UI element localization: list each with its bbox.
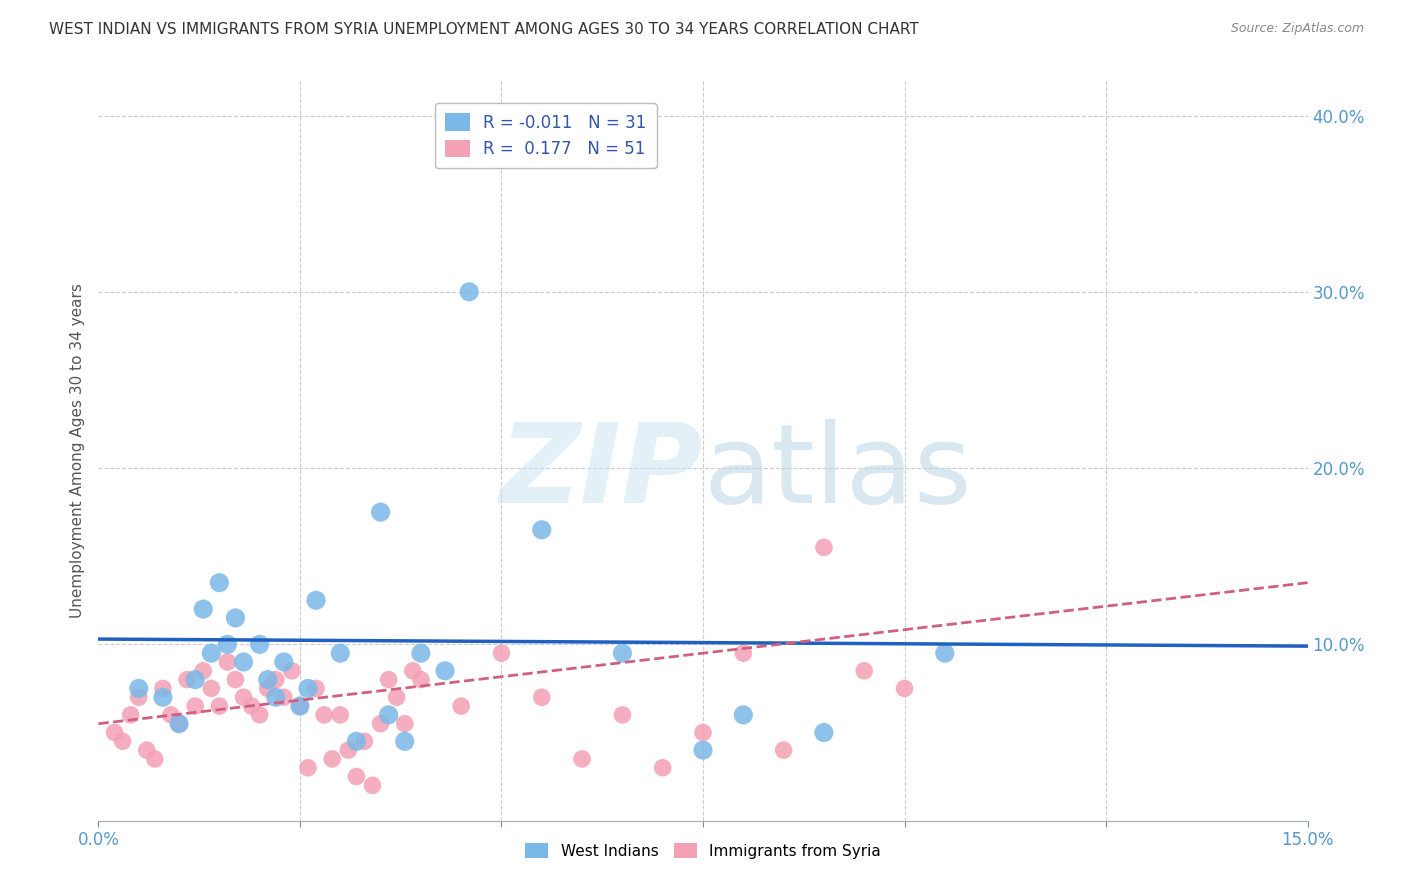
Point bbox=[361, 778, 384, 792]
Point bbox=[305, 593, 328, 607]
Point bbox=[184, 673, 207, 687]
Point bbox=[176, 673, 198, 687]
Point bbox=[128, 681, 150, 696]
Point bbox=[224, 673, 246, 687]
Point bbox=[240, 699, 263, 714]
Point bbox=[394, 716, 416, 731]
Point bbox=[337, 743, 360, 757]
Point bbox=[273, 690, 295, 705]
Text: WEST INDIAN VS IMMIGRANTS FROM SYRIA UNEMPLOYMENT AMONG AGES 30 TO 34 YEARS CORR: WEST INDIAN VS IMMIGRANTS FROM SYRIA UNE… bbox=[49, 22, 920, 37]
Point bbox=[208, 575, 231, 590]
Point bbox=[208, 699, 231, 714]
Y-axis label: Unemployment Among Ages 30 to 34 years: Unemployment Among Ages 30 to 34 years bbox=[69, 283, 84, 618]
Point bbox=[491, 646, 513, 660]
Point bbox=[853, 664, 876, 678]
Point bbox=[167, 716, 190, 731]
Point bbox=[143, 752, 166, 766]
Point bbox=[394, 734, 416, 748]
Point bbox=[772, 743, 794, 757]
Text: ZIP: ZIP bbox=[499, 419, 703, 526]
Point bbox=[612, 707, 634, 722]
Point bbox=[273, 655, 295, 669]
Point bbox=[692, 743, 714, 757]
Point bbox=[813, 541, 835, 555]
Point bbox=[409, 646, 432, 660]
Point bbox=[458, 285, 481, 299]
Point bbox=[135, 743, 157, 757]
Point bbox=[530, 523, 553, 537]
Point bbox=[571, 752, 593, 766]
Point bbox=[402, 664, 425, 678]
Point bbox=[733, 646, 755, 660]
Point bbox=[167, 716, 190, 731]
Point bbox=[377, 707, 399, 722]
Point bbox=[120, 707, 142, 722]
Point bbox=[450, 699, 472, 714]
Point bbox=[264, 690, 287, 705]
Point bbox=[651, 761, 673, 775]
Point bbox=[200, 646, 222, 660]
Point bbox=[297, 761, 319, 775]
Point bbox=[288, 699, 311, 714]
Point bbox=[612, 646, 634, 660]
Text: atlas: atlas bbox=[703, 419, 972, 526]
Point bbox=[329, 646, 352, 660]
Point bbox=[733, 707, 755, 722]
Point bbox=[160, 707, 183, 722]
Point bbox=[152, 690, 174, 705]
Point bbox=[934, 646, 956, 660]
Point bbox=[256, 673, 278, 687]
Point bbox=[434, 664, 457, 678]
Point bbox=[314, 707, 336, 722]
Point bbox=[193, 664, 215, 678]
Point bbox=[297, 681, 319, 696]
Point bbox=[530, 690, 553, 705]
Point bbox=[409, 673, 432, 687]
Point bbox=[217, 655, 239, 669]
Point bbox=[281, 664, 304, 678]
Point bbox=[353, 734, 375, 748]
Point bbox=[200, 681, 222, 696]
Point bbox=[692, 725, 714, 739]
Point bbox=[329, 707, 352, 722]
Point bbox=[249, 637, 271, 651]
Point bbox=[103, 725, 125, 739]
Point bbox=[893, 681, 915, 696]
Point bbox=[385, 690, 408, 705]
Point bbox=[377, 673, 399, 687]
Point bbox=[217, 637, 239, 651]
Point bbox=[321, 752, 343, 766]
Point bbox=[813, 725, 835, 739]
Point bbox=[288, 699, 311, 714]
Point bbox=[224, 611, 246, 625]
Point bbox=[232, 690, 254, 705]
Point bbox=[128, 690, 150, 705]
Point bbox=[344, 770, 367, 784]
Point bbox=[264, 673, 287, 687]
Point bbox=[344, 734, 367, 748]
Point bbox=[184, 699, 207, 714]
Point bbox=[305, 681, 328, 696]
Point bbox=[152, 681, 174, 696]
Point bbox=[370, 505, 392, 519]
Point bbox=[232, 655, 254, 669]
Point bbox=[193, 602, 215, 616]
Point bbox=[256, 681, 278, 696]
Text: Source: ZipAtlas.com: Source: ZipAtlas.com bbox=[1230, 22, 1364, 36]
Legend: West Indians, Immigrants from Syria: West Indians, Immigrants from Syria bbox=[519, 837, 887, 865]
Point bbox=[111, 734, 134, 748]
Point bbox=[249, 707, 271, 722]
Point bbox=[370, 716, 392, 731]
